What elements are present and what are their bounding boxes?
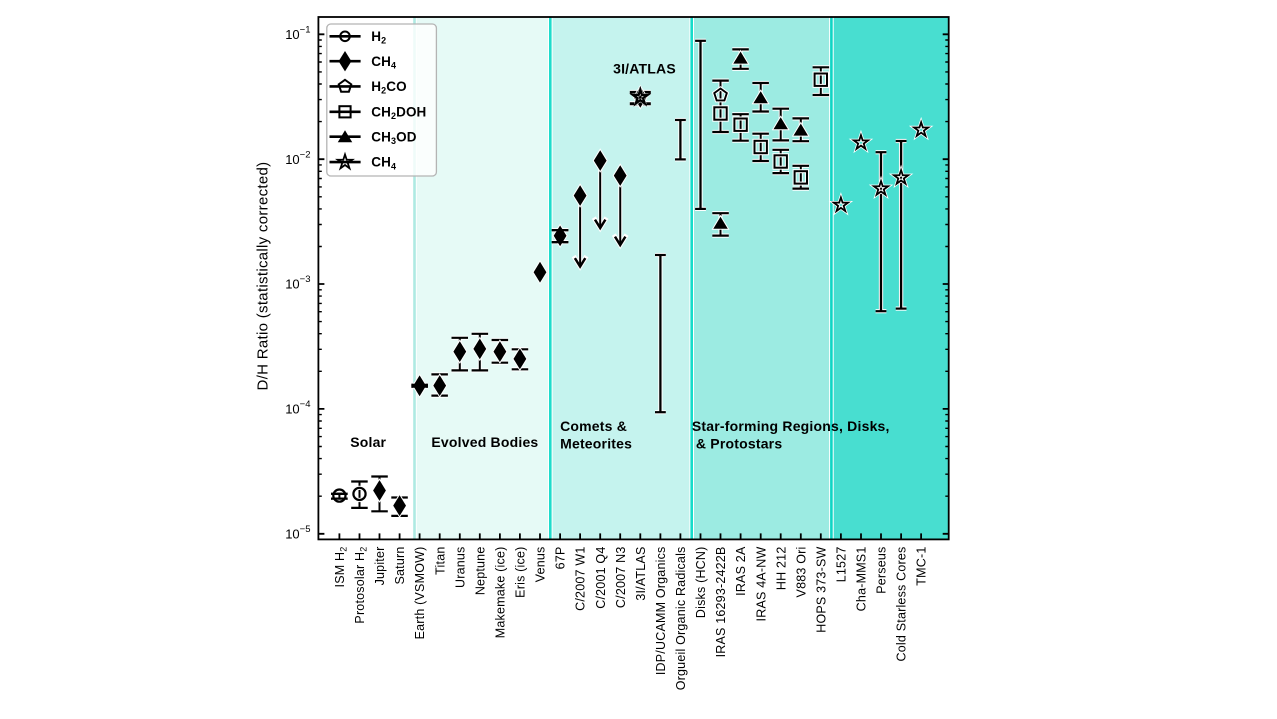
svg-text:L1527: L1527 xyxy=(835,547,849,583)
svg-text:ISM H2: ISM H2 xyxy=(333,547,349,588)
svg-text:Cold Starless Cores: Cold Starless Cores xyxy=(895,547,909,662)
svg-text:3I/ATLAS: 3I/ATLAS xyxy=(613,60,676,76)
svg-text:Cha-MMS1: Cha-MMS1 xyxy=(855,547,869,612)
svg-text:Meteorites: Meteorites xyxy=(560,436,632,452)
svg-text:Earth (VSMOW): Earth (VSMOW) xyxy=(413,547,427,640)
svg-text:IDP/UCAMM Organics: IDP/UCAMM Organics xyxy=(654,547,668,676)
svg-text:IRAS 2A: IRAS 2A xyxy=(734,546,748,596)
svg-text:& Protostars: & Protostars xyxy=(696,436,782,452)
svg-text:CH3OD: CH3OD xyxy=(371,129,416,146)
svg-text:C/2007 N3: C/2007 N3 xyxy=(614,547,628,609)
svg-text:V883 Ori: V883 Ori xyxy=(794,547,808,598)
svg-text:C/2007 W1: C/2007 W1 xyxy=(574,547,588,611)
svg-text:H2CO: H2CO xyxy=(371,79,406,96)
svg-text:D/H Ratio (statistically corre: D/H Ratio (statistically corrected) xyxy=(255,162,272,391)
svg-text:Perseus: Perseus xyxy=(875,547,889,594)
svg-text:Titan: Titan xyxy=(433,547,447,575)
svg-text:HOPS 373-SW: HOPS 373-SW xyxy=(814,547,828,633)
svg-text:HH 212: HH 212 xyxy=(774,547,788,591)
svg-text:Neptune: Neptune xyxy=(473,547,487,596)
svg-text:TMC-1: TMC-1 xyxy=(915,547,929,586)
svg-text:CH4: CH4 xyxy=(371,155,396,172)
svg-text:Venus: Venus xyxy=(534,547,548,583)
svg-text:Comets &: Comets & xyxy=(560,418,627,434)
svg-text:3I/ATLAS: 3I/ATLAS xyxy=(634,547,648,601)
svg-text:IRAS 16293-2422B: IRAS 16293-2422B xyxy=(714,547,728,658)
svg-text:67P: 67P xyxy=(554,547,568,570)
svg-text:Evolved Bodies: Evolved Bodies xyxy=(431,434,538,450)
svg-text:CH2DOH: CH2DOH xyxy=(371,104,426,121)
svg-text:Orgueil Organic Radicals: Orgueil Organic Radicals xyxy=(674,547,688,691)
svg-text:IRAS 4A-NW: IRAS 4A-NW xyxy=(754,547,768,622)
svg-text:Uranus: Uranus xyxy=(453,547,467,589)
svg-text:C/2001 Q4: C/2001 Q4 xyxy=(594,547,608,609)
svg-text:Star-forming Regions, Disks,: Star-forming Regions, Disks, xyxy=(692,418,890,434)
svg-text:Jupiter: Jupiter xyxy=(373,547,387,586)
svg-text:Protosolar H2: Protosolar H2 xyxy=(353,547,369,624)
svg-text:CH4: CH4 xyxy=(371,54,396,71)
svg-text:Eris (ice): Eris (ice) xyxy=(514,547,528,598)
svg-text:Disks (HCN): Disks (HCN) xyxy=(694,547,708,619)
svg-text:Saturn: Saturn xyxy=(393,547,407,585)
svg-text:Solar: Solar xyxy=(350,434,386,450)
svg-text:Makemake (ice): Makemake (ice) xyxy=(494,547,508,639)
